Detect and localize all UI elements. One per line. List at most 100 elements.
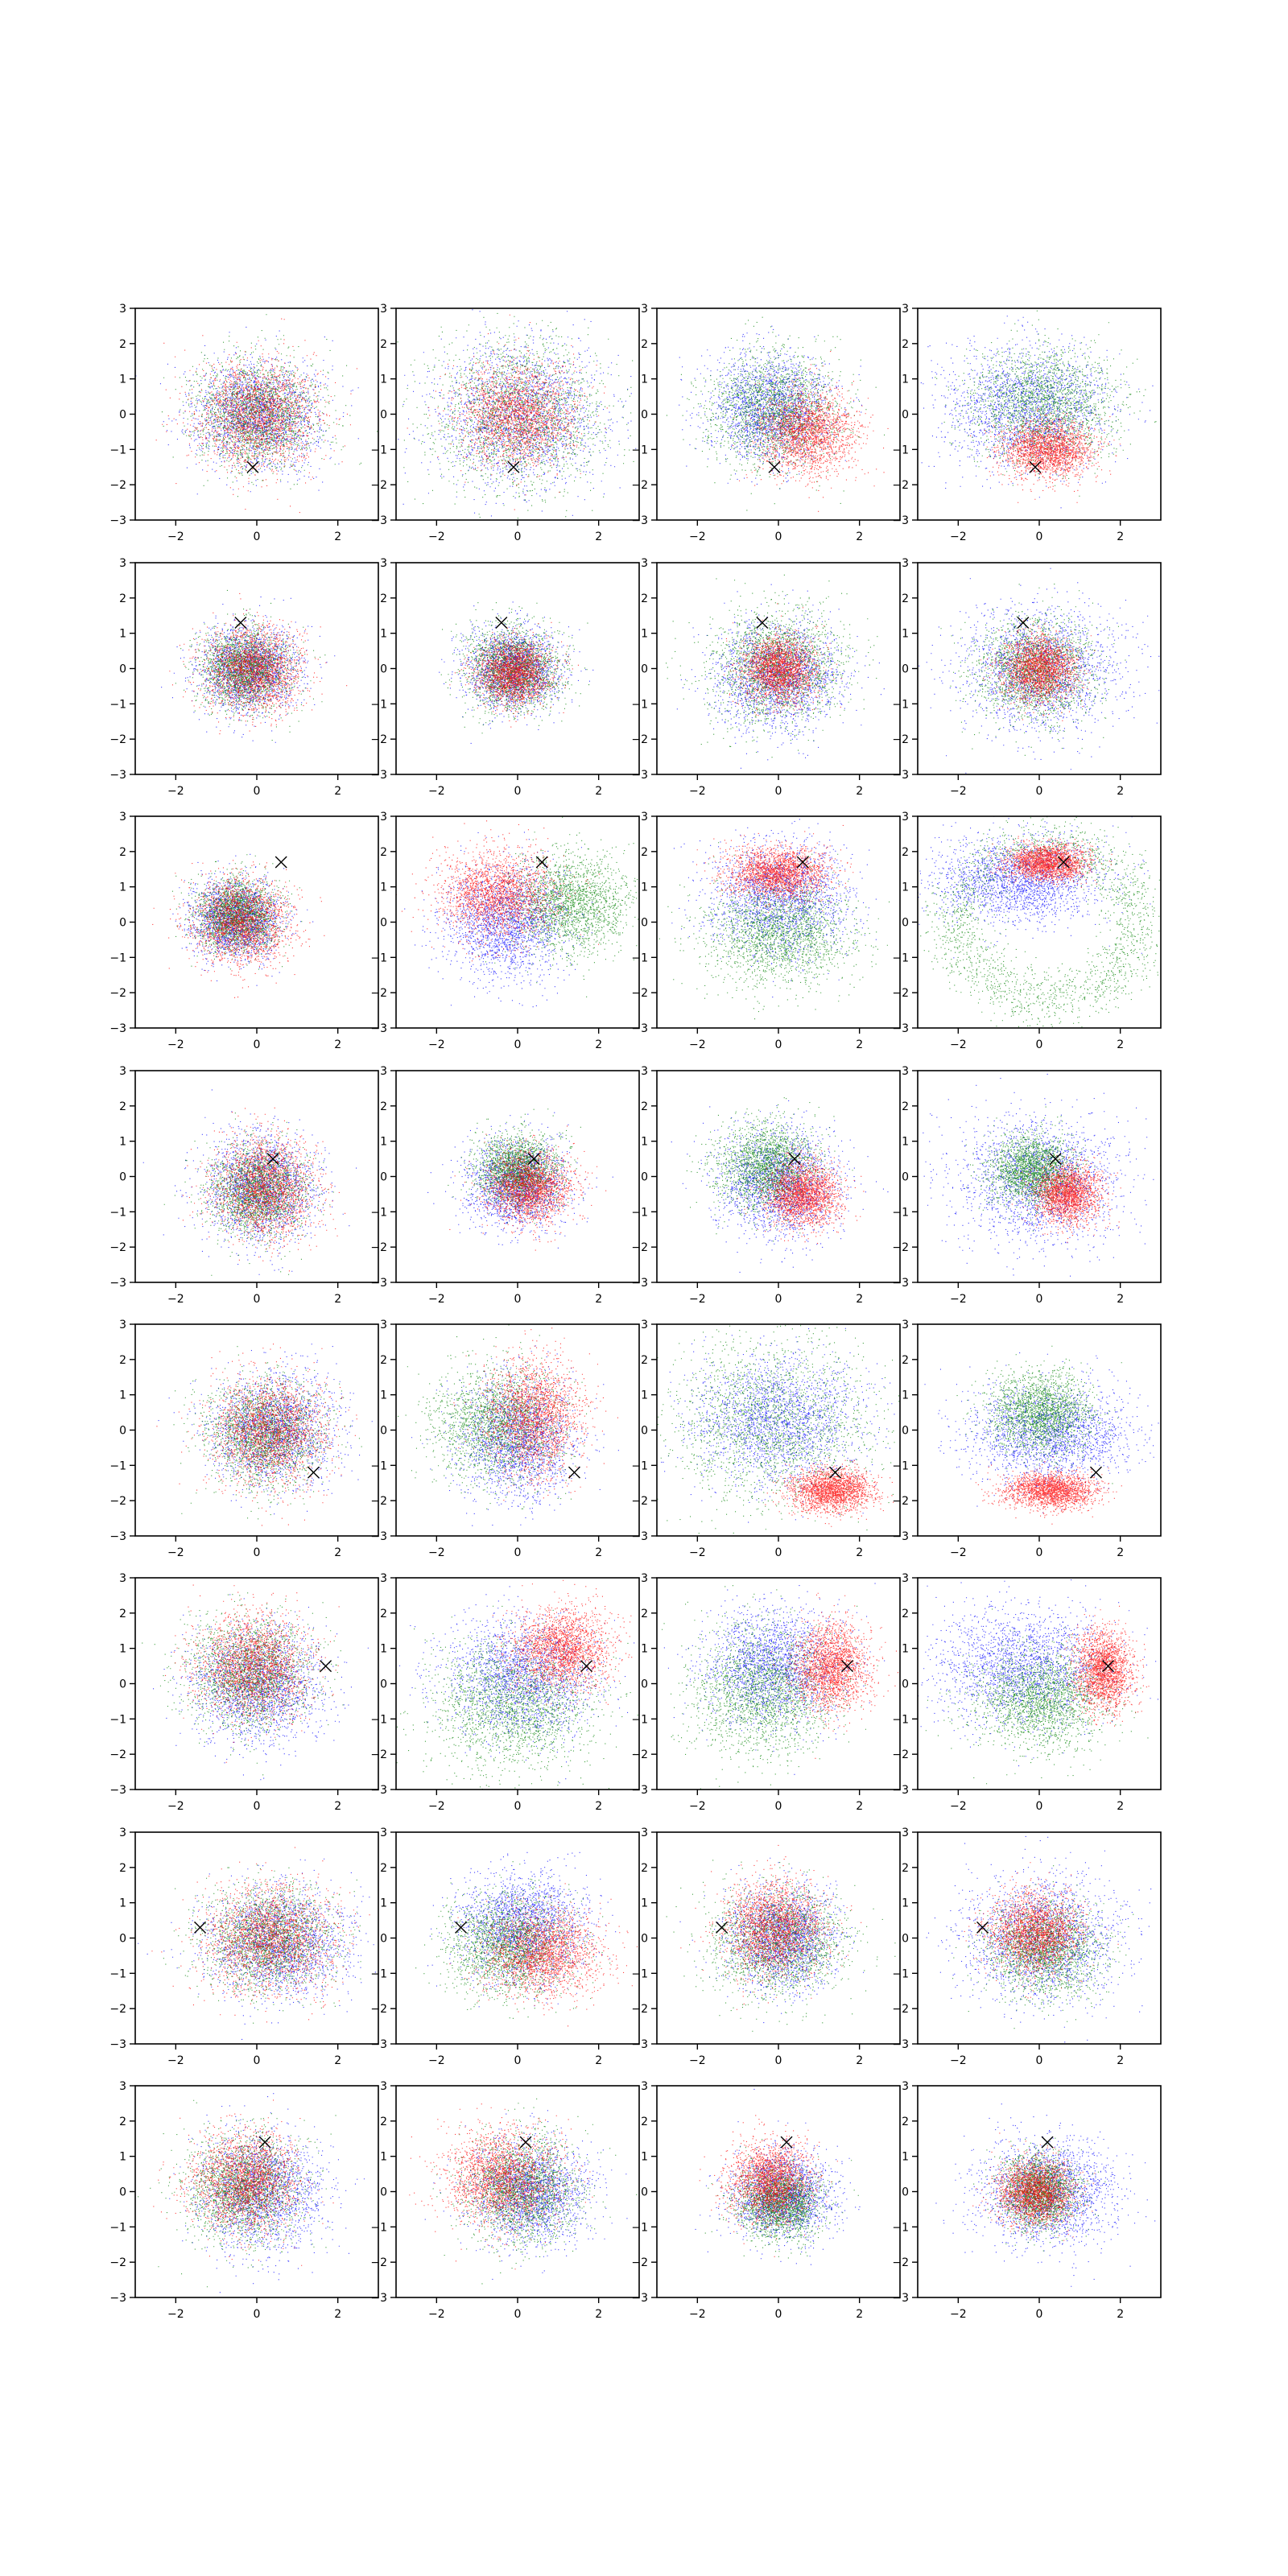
y-tick-label: −3 xyxy=(370,2038,387,2051)
y-tick-label: −1 xyxy=(631,1459,648,1472)
x-tick-label: 2 xyxy=(334,530,341,543)
y-tick-label: −3 xyxy=(892,769,909,782)
y-tick-label: 3 xyxy=(641,2080,648,2093)
y-tick-label: −3 xyxy=(631,1530,648,1543)
y-tick-label: −1 xyxy=(109,1713,126,1726)
y-tick-label: −1 xyxy=(631,1967,648,1980)
y-tick-label: 2 xyxy=(641,338,648,351)
x-tick-label: 0 xyxy=(1036,2054,1043,2067)
x-tick-label: 2 xyxy=(1117,2308,1124,2321)
x-tick-label: −2 xyxy=(689,2054,706,2067)
x-tick-label: 0 xyxy=(514,1546,522,1559)
y-tick-label: 0 xyxy=(380,917,387,930)
y-tick-label: −2 xyxy=(892,479,909,492)
y-tick-label: 1 xyxy=(380,1389,387,1402)
x-tick-label: 2 xyxy=(856,785,863,798)
y-tick-label: 2 xyxy=(380,592,387,605)
y-tick-label: −2 xyxy=(892,1748,909,1761)
y-tick-label: 2 xyxy=(380,1100,387,1113)
x-tick-label: 2 xyxy=(334,1293,341,1306)
x-tick-label: 2 xyxy=(595,530,602,543)
x-tick-label: 0 xyxy=(1036,1293,1043,1306)
x-tick-label: 0 xyxy=(775,2308,782,2321)
y-tick-label: 3 xyxy=(119,557,126,570)
y-tick-label: −3 xyxy=(892,2292,909,2305)
y-tick-label: 1 xyxy=(119,1136,126,1149)
x-tick-label: 2 xyxy=(1117,1293,1124,1306)
x-tick-label: −2 xyxy=(428,530,445,543)
y-tick-label: 2 xyxy=(902,1354,909,1367)
x-tick-label: 2 xyxy=(856,1293,863,1306)
y-tick-label: 2 xyxy=(902,1100,909,1113)
y-tick-label: 0 xyxy=(641,1933,648,1946)
y-tick-label: 0 xyxy=(119,409,126,422)
x-tick-label: −2 xyxy=(689,785,706,798)
y-tick-label: −1 xyxy=(370,1459,387,1472)
y-tick-label: 2 xyxy=(119,846,126,859)
y-tick-label: 1 xyxy=(380,1643,387,1656)
y-tick-label: 1 xyxy=(902,2151,909,2164)
x-tick-label: 0 xyxy=(514,530,522,543)
y-tick-label: −2 xyxy=(109,479,126,492)
y-tick-label: −2 xyxy=(892,1495,909,1508)
y-tick-label: −3 xyxy=(109,1277,126,1290)
y-tick-label: −2 xyxy=(631,479,648,492)
y-tick-label: −3 xyxy=(370,1530,387,1543)
x-tick-label: 0 xyxy=(775,1546,782,1559)
x-tick-label: −2 xyxy=(428,2054,445,2067)
y-tick-label: −3 xyxy=(370,1784,387,1797)
x-tick-label: −2 xyxy=(689,1038,706,1051)
x-tick-label: 2 xyxy=(856,1546,863,1559)
y-tick-label: 2 xyxy=(902,1862,909,1875)
x-tick-label: 2 xyxy=(856,1038,863,1051)
x-tick-label: 2 xyxy=(595,1546,602,1559)
x-tick-label: −2 xyxy=(167,1293,184,1306)
y-tick-label: 3 xyxy=(902,1572,909,1585)
x-tick-label: 2 xyxy=(334,1546,341,1559)
y-tick-label: −1 xyxy=(370,444,387,456)
x-tick-label: 0 xyxy=(1036,1800,1043,1813)
x-tick-label: −2 xyxy=(950,2054,967,2067)
x-tick-label: 2 xyxy=(334,2308,341,2321)
y-tick-label: −3 xyxy=(631,769,648,782)
y-tick-label: −3 xyxy=(631,2292,648,2305)
y-tick-label: 1 xyxy=(380,1136,387,1149)
x-tick-label: 0 xyxy=(514,785,522,798)
x-tick-label: −2 xyxy=(167,530,184,543)
x-tick-label: 0 xyxy=(1036,785,1043,798)
y-tick-label: 2 xyxy=(641,1862,648,1875)
y-tick-label: −3 xyxy=(892,2038,909,2051)
x-tick-label: 0 xyxy=(514,1293,522,1306)
y-tick-label: −3 xyxy=(631,1022,648,1035)
y-tick-label: 0 xyxy=(902,409,909,422)
y-tick-label: 1 xyxy=(902,628,909,641)
y-tick-label: 3 xyxy=(902,1827,909,1839)
x-tick-label: 0 xyxy=(254,2308,261,2321)
y-tick-label: 1 xyxy=(380,1897,387,1910)
y-tick-label: 3 xyxy=(902,1065,909,1078)
y-tick-label: −3 xyxy=(109,2292,126,2305)
x-tick-label: 0 xyxy=(514,1800,522,1813)
y-tick-label: −2 xyxy=(631,1495,648,1508)
y-tick-label: 2 xyxy=(902,2116,909,2128)
y-tick-label: −2 xyxy=(370,1241,387,1254)
x-tick-label: 2 xyxy=(1117,2054,1124,2067)
y-tick-label: 0 xyxy=(902,1678,909,1691)
x-tick-label: −2 xyxy=(950,1800,967,1813)
y-tick-label: 2 xyxy=(641,2116,648,2128)
y-tick-label: −1 xyxy=(892,444,909,456)
x-tick-label: 2 xyxy=(856,2054,863,2067)
y-tick-label: −3 xyxy=(109,514,126,527)
x-tick-label: −2 xyxy=(167,1546,184,1559)
x-tick-label: 2 xyxy=(334,1038,341,1051)
y-tick-label: 3 xyxy=(902,557,909,570)
y-tick-label: −2 xyxy=(370,2003,387,2016)
y-tick-label: −3 xyxy=(370,1277,387,1290)
y-tick-label: −2 xyxy=(631,2003,648,2016)
y-tick-label: 1 xyxy=(902,1897,909,1910)
y-tick-label: 1 xyxy=(641,1389,648,1402)
x-tick-label: 2 xyxy=(595,1038,602,1051)
y-tick-label: −1 xyxy=(631,2221,648,2234)
y-tick-label: 1 xyxy=(641,881,648,894)
y-tick-label: −3 xyxy=(631,1784,648,1797)
